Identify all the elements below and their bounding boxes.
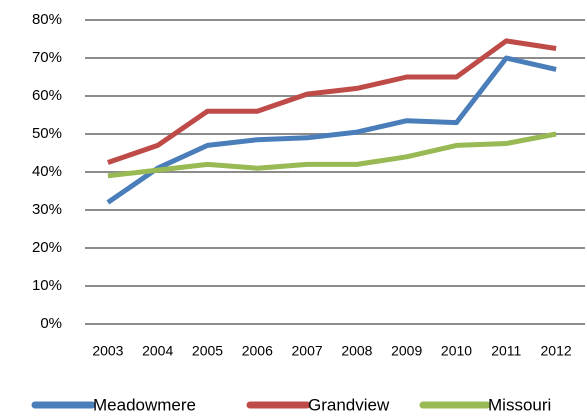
x-tick-label: 2008: [341, 343, 372, 359]
legend-label: Missouri: [488, 395, 551, 414]
x-tick-label: 2003: [92, 343, 123, 359]
x-tick-label: 2006: [242, 343, 273, 359]
y-tick-label: 20%: [32, 239, 62, 256]
x-tick-label: 2012: [541, 343, 572, 359]
y-tick-label: 0%: [40, 315, 62, 332]
series-line: [106, 55, 557, 205]
y-tick-label: 70%: [32, 49, 62, 66]
y-tick-label: 30%: [32, 201, 62, 218]
x-tick-label: 2004: [142, 343, 173, 359]
y-tick-label: 80%: [32, 11, 62, 28]
series-line: [107, 38, 557, 165]
series-line: [107, 131, 557, 179]
legend-label: Meadowmere: [93, 395, 196, 414]
y-tick-label: 60%: [32, 87, 62, 104]
y-tick-label: 50%: [32, 125, 62, 142]
legend-label: Grandview: [308, 395, 390, 414]
x-tick-label: 2005: [192, 343, 223, 359]
x-tick-label: 2007: [292, 343, 323, 359]
x-tick-label: 2009: [391, 343, 422, 359]
y-tick-label: 10%: [32, 277, 62, 294]
x-tick-label: 2010: [441, 343, 472, 359]
y-tick-label: 40%: [32, 163, 62, 180]
x-tick-label: 2011: [491, 343, 521, 359]
